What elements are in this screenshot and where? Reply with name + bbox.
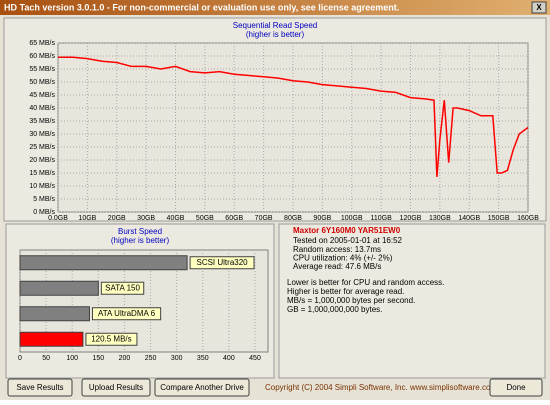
x-tick-label: 160GB [517,215,539,222]
x-tick-label: 350 [197,355,209,362]
button-face[interactable] [154,378,250,397]
y-tick-label: 30 MB/s [29,131,55,138]
close-box[interactable] [531,1,547,14]
button-label[interactable]: Compare Another Drive [160,383,244,392]
label-box [100,281,145,295]
x-tick-label: 100GB [341,215,363,222]
x-tick-label: 200 [119,355,131,362]
y-tick-label: 50 MB/s [29,79,55,86]
y-tick-label: 40 MB/s [29,105,55,112]
label-box [189,256,255,270]
x-tick-label: 100 [66,355,78,362]
x-tick-label: 140GB [458,215,480,222]
y-tick-label: 55 MB/s [29,66,55,73]
info-note: MB/s = 1,000,000 bytes per second. [287,296,415,305]
y-tick-label: 15 MB/s [29,170,55,177]
done-button-label[interactable]: Done [506,383,526,392]
info-note: Lower is better for CPU and random acces… [287,278,444,287]
close-button[interactable]: X [531,1,547,14]
y-tick-label: 0 MB/s [33,209,55,216]
x-tick-label: 300 [171,355,183,362]
bar-label: ATA UltraDMA 6 [98,309,156,318]
bar [19,306,90,322]
x-tick-label: 150GB [488,215,510,222]
button-face[interactable] [81,378,151,397]
x-tick-label: 10GB [78,215,96,222]
button[interactable]: Upload Results [81,378,151,397]
button-label[interactable]: Upload Results [89,383,143,392]
info-line: Average read: 47.6 MB/s [293,262,381,271]
x-tick-label: 450 [249,355,261,362]
y-tick-label: 65 MB/s [29,40,55,47]
done-button-face[interactable] [489,378,543,397]
chart-subtitle: (higher is better) [111,236,170,245]
x-tick-label: 130GB [429,215,451,222]
x-tick-label: 60GB [225,215,243,222]
y-tick-label: 35 MB/s [29,118,55,125]
y-tick-label: 60 MB/s [29,53,55,60]
info-line: CPU utilization: 4% (+/- 2%) [293,254,393,263]
bar [19,255,188,271]
x-tick-label: 120GB [400,215,422,222]
y-tick-label: 45 MB/s [29,92,55,99]
info-note: Higher is better for average read. [287,287,404,296]
x-tick-label: 0.0GB [48,215,68,222]
copyright: Copyright (C) 2004 Simpli Software, Inc.… [265,383,497,392]
bar-label: SATA 150 [105,283,140,292]
x-tick-label: 30GB [137,215,155,222]
x-tick-label: 80GB [284,215,302,222]
button-label[interactable]: Save Results [16,383,63,392]
done-button[interactable]: Done [489,378,543,397]
button[interactable]: Save Results [7,378,73,397]
window-title: HD Tach version 3.0.1.0 - For non-commer… [4,2,399,12]
info-line: Random access: 13.7ms [293,245,381,254]
info-line: Tested on 2005-01-01 at 16:52 [293,236,403,245]
y-tick-label: 5 MB/s [33,196,55,203]
x-tick-label: 90GB [313,215,331,222]
y-tick-label: 20 MB/s [29,157,55,164]
drive-name: Maxtor 6Y160M0 YAR51EW0 [293,226,401,235]
info-panel [278,223,546,379]
title-bar [0,0,550,15]
x-tick-label: 50 [42,355,50,362]
x-tick-label: 400 [223,355,235,362]
chart-title: Sequential Read Speed [233,21,318,30]
close-label[interactable]: X [536,3,542,12]
y-tick-label: 25 MB/s [29,144,55,151]
button-face[interactable] [7,378,73,397]
y-tick-label: 10 MB/s [29,183,55,190]
x-tick-label: 20GB [108,215,126,222]
bar [19,280,99,296]
bar-label: SCSI Ultra320 [196,258,248,267]
x-tick-label: 150 [92,355,104,362]
label-box [91,307,162,321]
chart-title: Burst Speed [118,227,162,236]
bar [19,331,84,347]
info-note: GB = 1,000,000,000 bytes. [287,305,382,314]
x-tick-label: 110GB [370,215,392,222]
x-tick-label: 50GB [196,215,214,222]
x-tick-label: 40GB [167,215,185,222]
button[interactable]: Compare Another Drive [154,378,250,397]
chart-subtitle: (higher is better) [246,30,305,39]
x-tick-label: 70GB [255,215,273,222]
label-box [85,332,138,346]
x-tick-label: 0 [18,355,22,362]
x-tick-label: 250 [145,355,157,362]
read-line [58,56,529,177]
bar-label: 120.5 MB/s [91,334,131,343]
